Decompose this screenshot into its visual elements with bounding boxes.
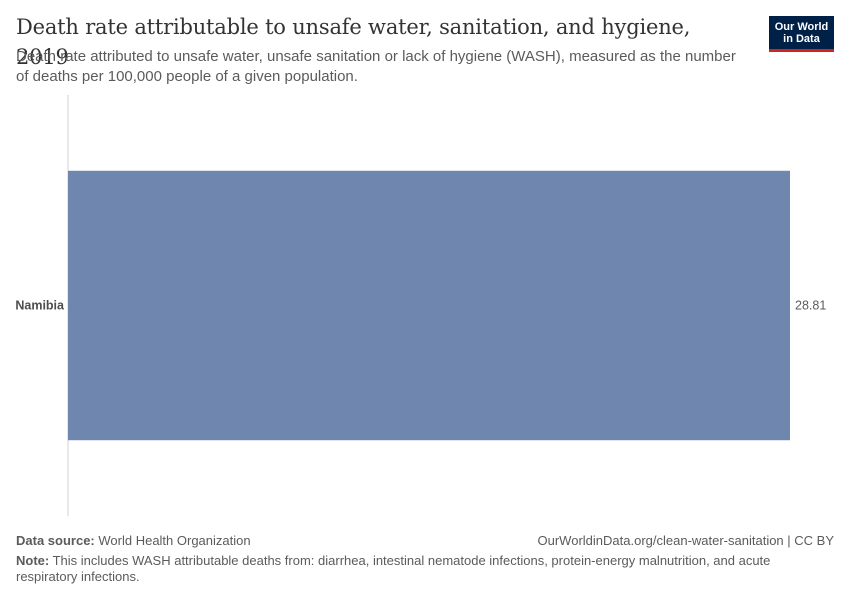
owid-url-link[interactable]: OurWorldinData.org/clean-water-sanitatio… [537, 533, 834, 548]
chart-title: Death rate attributable to unsafe water,… [16, 15, 691, 69]
chart-note: Note: This includes WASH attributable de… [16, 553, 776, 585]
data-source: Data source: World Health Organization [16, 533, 834, 549]
chart-subtitle: Death rate attributed to unsafe water, u… [16, 48, 736, 85]
logo-line-1: Our World [774, 21, 829, 33]
bar-namibia[interactable] [68, 170, 790, 441]
note-text: This includes WASH attributable deaths f… [16, 553, 771, 584]
data-source-link[interactable]: World Health Organization [98, 533, 251, 548]
bar-chart: Namibia 28.81 [15, 95, 826, 516]
owid-logo[interactable]: Our World in Data [769, 16, 834, 52]
note-label: Note: [16, 553, 50, 568]
logo-line-2: in Data [783, 33, 820, 45]
category-label: Namibia [15, 299, 65, 313]
value-label: 28.81 [795, 299, 826, 313]
data-source-label: Data source: [16, 533, 95, 548]
